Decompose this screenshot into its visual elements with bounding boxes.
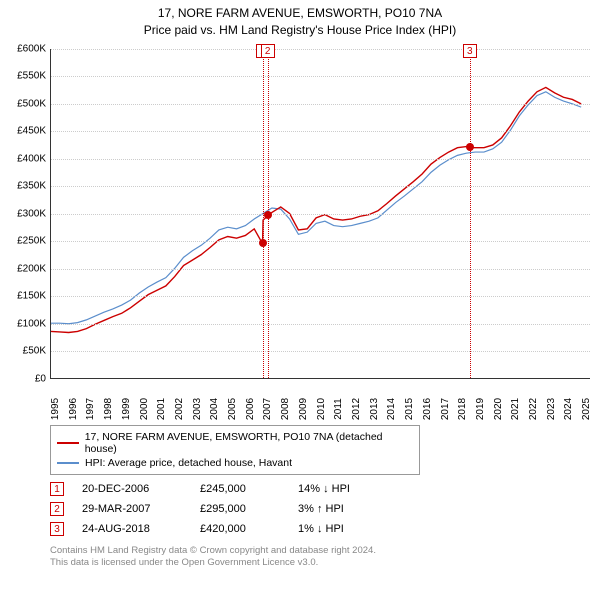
sale-number-box: 3 xyxy=(50,522,64,536)
legend: 17, NORE FARM AVENUE, EMSWORTH, PO10 7NA… xyxy=(50,425,420,475)
y-tick-label: £250K xyxy=(17,236,46,247)
x-tick-label: 2011 xyxy=(333,398,344,420)
x-tick-label: 2022 xyxy=(528,397,539,419)
x-tick-label: 2024 xyxy=(563,397,574,419)
sale-point xyxy=(466,143,474,151)
legend-swatch xyxy=(57,442,79,444)
y-tick-label: £0 xyxy=(35,373,46,384)
sale-row: 2 29-MAR-2007 £295,000 3% ↑ HPI xyxy=(50,499,580,519)
x-tick-label: 2019 xyxy=(475,397,486,419)
x-tick-label: 2021 xyxy=(510,397,521,419)
chart-container: 17, NORE FARM AVENUE, EMSWORTH, PO10 7NA… xyxy=(0,0,600,569)
x-tick-label: 2018 xyxy=(457,397,468,419)
y-tick-label: £200K xyxy=(17,263,46,274)
legend-label: HPI: Average price, detached house, Hava… xyxy=(85,457,292,469)
x-tick-label: 2006 xyxy=(245,397,256,419)
sale-point xyxy=(264,211,272,219)
y-tick-label: £50K xyxy=(23,346,46,357)
plot-region: 123 xyxy=(50,49,590,379)
title-line-1: 17, NORE FARM AVENUE, EMSWORTH, PO10 7NA xyxy=(0,5,600,22)
sale-date: 20-DEC-2006 xyxy=(82,483,182,495)
legend-row: HPI: Average price, detached house, Hava… xyxy=(57,456,413,470)
y-tick-label: £550K xyxy=(17,71,46,82)
x-tick-label: 2023 xyxy=(546,397,557,419)
y-tick-label: £100K xyxy=(17,318,46,329)
x-tick-label: 2016 xyxy=(422,397,433,419)
sales-table: 1 20-DEC-2006 £245,000 14% ↓ HPI 2 29-MAR-200… xyxy=(50,479,580,539)
sale-row: 3 24-AUG-2018 £420,000 1% ↓ HPI xyxy=(50,519,580,539)
sale-price: £295,000 xyxy=(200,503,280,515)
x-tick-label: 2014 xyxy=(386,397,397,419)
sale-delta: 3% ↑ HPI xyxy=(298,503,388,515)
gridline xyxy=(51,104,590,105)
x-tick-label: 1998 xyxy=(103,397,114,419)
x-tick-label: 2008 xyxy=(280,397,291,419)
x-tick-label: 2017 xyxy=(440,397,451,419)
gridline xyxy=(51,214,590,215)
sale-number-box: 2 xyxy=(50,502,64,516)
y-axis: £0 £50K £100K £150K £200K £250K £300K £350K £400… xyxy=(0,39,48,419)
gridline xyxy=(51,49,590,50)
x-tick-label: 2003 xyxy=(192,397,203,419)
x-tick-label: 1996 xyxy=(68,397,79,419)
chart-titles: 17, NORE FARM AVENUE, EMSWORTH, PO10 7NA… xyxy=(0,0,600,39)
series-hpi xyxy=(51,91,581,323)
gridline xyxy=(51,351,590,352)
gridline xyxy=(51,324,590,325)
legend-swatch xyxy=(57,462,79,464)
x-tick-label: 2001 xyxy=(156,397,167,419)
chart-area: £0 £50K £100K £150K £200K £250K £300K £350K £400… xyxy=(0,39,600,419)
x-tick-label: 2010 xyxy=(316,397,327,419)
gridline xyxy=(51,76,590,77)
sale-delta: 1% ↓ HPI xyxy=(298,523,388,535)
x-tick-label: 2015 xyxy=(404,397,415,419)
x-tick-label: 1999 xyxy=(121,397,132,419)
sale-price: £245,000 xyxy=(200,483,280,495)
gridline xyxy=(51,131,590,132)
sale-vline xyxy=(470,49,471,378)
gridline xyxy=(51,296,590,297)
gridline xyxy=(51,269,590,270)
x-tick-label: 2009 xyxy=(298,397,309,419)
attribution: Contains HM Land Registry data © Crown c… xyxy=(50,545,580,570)
sale-date: 29-MAR-2007 xyxy=(82,503,182,515)
y-tick-label: £500K xyxy=(17,98,46,109)
sale-price: £420,000 xyxy=(200,523,280,535)
sale-date: 24-AUG-2018 xyxy=(82,523,182,535)
gridline xyxy=(51,159,590,160)
gridline xyxy=(51,186,590,187)
x-tick-label: 2007 xyxy=(262,397,273,419)
legend-row: 17, NORE FARM AVENUE, EMSWORTH, PO10 7NA… xyxy=(57,430,413,456)
sale-marker-label: 3 xyxy=(463,44,477,58)
sale-delta: 14% ↓ HPI xyxy=(298,483,388,495)
attribution-line-1: Contains HM Land Registry data © Crown c… xyxy=(50,545,580,557)
gridline xyxy=(51,241,590,242)
x-axis: 1995 1996 1997 1998 1999 2000 2001 2002 2003 2004… xyxy=(50,381,590,421)
y-tick-label: £300K xyxy=(17,208,46,219)
y-tick-label: £150K xyxy=(17,291,46,302)
x-tick-label: 2020 xyxy=(493,397,504,419)
x-tick-label: 2000 xyxy=(139,397,150,419)
x-tick-label: 2013 xyxy=(369,397,380,419)
title-line-2: Price paid vs. HM Land Registry's House … xyxy=(0,22,600,39)
x-tick-label: 2004 xyxy=(209,397,220,419)
x-tick-label: 1995 xyxy=(50,397,61,419)
attribution-line-2: This data is licensed under the Open Gov… xyxy=(50,557,580,569)
x-tick-label: 2012 xyxy=(351,397,362,419)
x-tick-label: 2025 xyxy=(581,397,592,419)
y-tick-label: £450K xyxy=(17,126,46,137)
y-tick-label: £400K xyxy=(17,153,46,164)
sale-number-box: 1 xyxy=(50,482,64,496)
x-tick-label: 1997 xyxy=(85,397,96,419)
y-tick-label: £350K xyxy=(17,181,46,192)
sale-row: 1 20-DEC-2006 £245,000 14% ↓ HPI xyxy=(50,479,580,499)
y-tick-label: £600K xyxy=(17,43,46,54)
legend-label: 17, NORE FARM AVENUE, EMSWORTH, PO10 7NA… xyxy=(85,431,413,455)
x-tick-label: 2005 xyxy=(227,397,238,419)
sale-marker-label: 2 xyxy=(261,44,275,58)
sale-point xyxy=(259,239,267,247)
x-tick-label: 2002 xyxy=(174,397,185,419)
